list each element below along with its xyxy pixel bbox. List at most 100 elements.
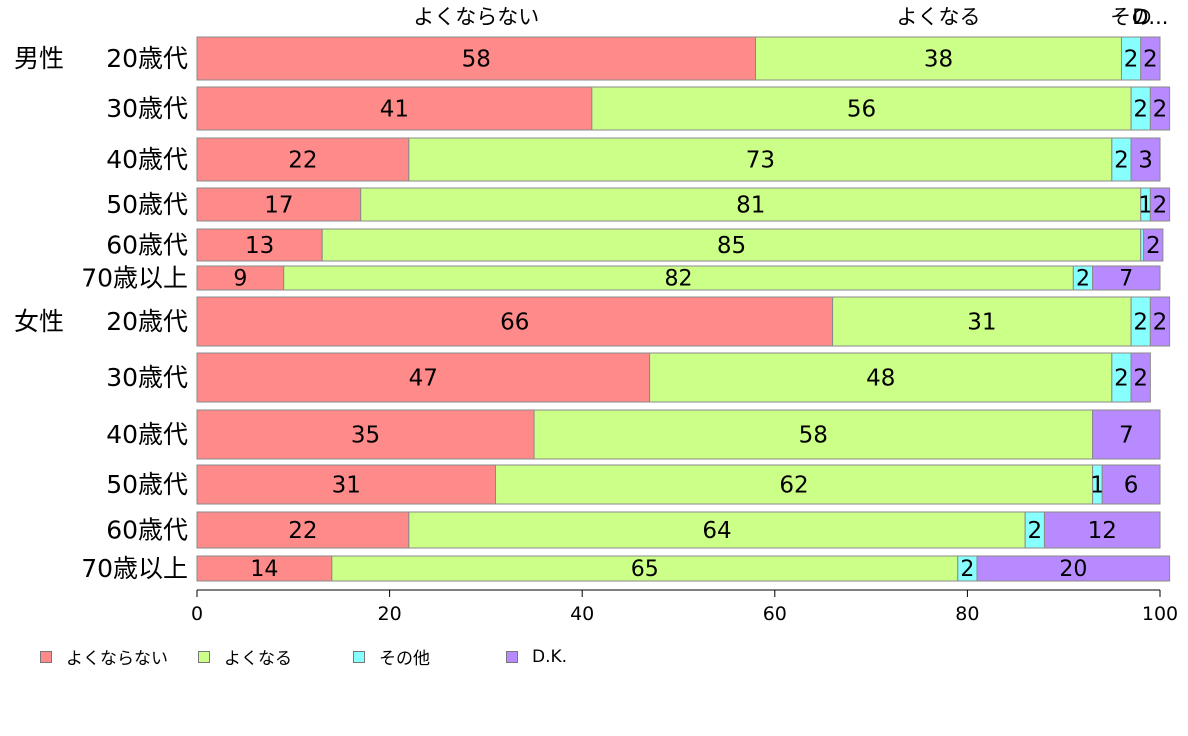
data-label: 65 [631,557,659,582]
data-label: 2 [1114,366,1129,392]
category-label: 70歳以上 [81,264,188,293]
data-label: 58 [799,423,828,449]
top-label: よくなる [897,5,981,29]
data-label: 38 [924,47,953,73]
top-label: その [1110,5,1152,29]
data-label: 58 [462,47,491,73]
data-label: 41 [380,97,409,123]
bar-segment [408,511,1026,549]
legend-item-yokunaru: よくなる [198,644,353,669]
data-label: 9 [233,267,247,292]
category-label: 50歳代 [106,470,188,499]
bar-segment [196,464,497,505]
bar-segment [196,228,323,262]
data-label: 13 [245,233,274,259]
legend-label: よくならない [66,649,168,669]
legend-item-dk: D.K. [506,647,626,667]
data-label: 7 [1119,267,1133,292]
data-label: 2 [1076,267,1090,292]
data-label: 14 [250,557,278,582]
legend-swatch [198,650,210,663]
x-tick-label: 80 [955,603,979,625]
data-label: 35 [351,423,380,449]
data-label: 2 [1143,47,1158,73]
bar-segment [1140,36,1161,81]
bar-segment [1092,265,1161,291]
data-label: 2 [1153,193,1168,219]
group-label: 男性 [14,44,64,73]
top-label: よくならない [413,5,539,29]
bar-segment [1143,228,1164,262]
category-label: 50歳代 [106,190,188,219]
data-label: 1 [1090,473,1105,499]
legend-swatch [353,650,365,663]
data-label: 31 [332,473,361,499]
data-label: 2 [960,557,974,582]
x-tick-label: 40 [570,603,594,625]
top-label: D... [1132,5,1168,29]
data-label: 2 [1153,310,1168,336]
data-label: 47 [409,366,438,392]
bar-segment [1149,296,1171,347]
data-label: 1 [1138,193,1153,219]
bar-segment [1149,187,1171,222]
bar-segment [196,555,333,582]
legend-item-yokunaranai: よくならない [40,644,198,669]
bar-segment [196,265,285,291]
bar-segment [976,555,1171,582]
data-label: 2 [1133,97,1148,123]
data-label: 3 [1138,148,1153,174]
data-label: 81 [736,193,765,219]
bar-segment [1130,137,1161,182]
data-label: 82 [665,267,693,292]
data-label: 48 [866,366,895,392]
category-label: 60歳代 [106,516,188,545]
bar-segment [196,296,834,347]
data-label: 12 [1088,518,1117,544]
x-tick-label: 20 [378,603,402,625]
data-label: 7 [1119,423,1134,449]
data-label: 66 [500,310,529,336]
bar-segment [196,187,362,222]
legend-label: D.K. [532,646,568,667]
bar-segment [196,137,410,182]
category-label: 20歳代 [106,307,188,336]
bar-segment [1149,86,1171,131]
bar-segment [196,352,651,403]
data-label: 2 [1133,310,1148,336]
legend-label: よくなる [224,649,292,669]
bar-segment [331,555,959,582]
data-label: 62 [779,473,808,499]
legend-label: その他 [379,649,430,669]
data-label: 2 [1027,518,1042,544]
data-label: 2 [1114,148,1129,174]
data-label: 31 [967,310,996,336]
legend: よくならない よくなる その他 D.K. [40,644,626,669]
group-label: 女性 [14,307,64,336]
category-label: 30歳代 [106,94,188,123]
bar-segment [408,137,1113,182]
data-label: 22 [288,518,317,544]
data-label: 17 [264,193,293,219]
x-tick-label: 60 [763,603,787,625]
bar-segment [755,36,1122,81]
category-label: 40歳代 [106,420,188,449]
legend-item-sonota: その他 [353,644,506,669]
data-label: 20 [1059,557,1087,582]
data-label: 22 [288,148,317,174]
data-label: 2 [1153,97,1168,123]
category-label: 60歳代 [106,231,188,260]
data-label: 2 [1124,47,1139,73]
bar-segment [1092,409,1161,460]
bar-segment [1130,352,1151,403]
data-label: 56 [847,97,876,123]
bar-segment [649,352,1113,403]
bar-segment [495,464,1094,505]
data-label: 73 [746,148,775,174]
data-label: 64 [702,518,731,544]
bar-segment [360,187,1142,222]
legend-swatch [40,650,52,663]
data-label: 85 [717,233,746,259]
bar-segment [1101,464,1161,505]
bar-segment [591,86,1132,131]
